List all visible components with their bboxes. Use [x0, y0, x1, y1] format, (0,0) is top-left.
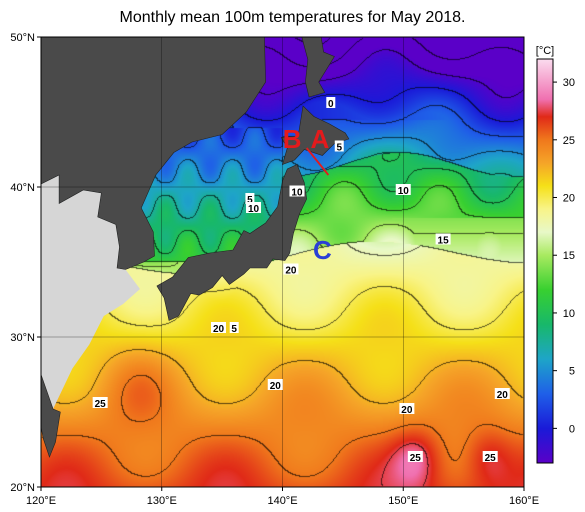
chart-title: Monthly mean 100m temperatures for May 2…: [119, 9, 466, 26]
land-mass: [301, 36, 335, 98]
contour-label-bg: [399, 403, 415, 414]
contour-label-bg: [326, 97, 336, 108]
contour-label: 25: [95, 399, 107, 410]
x-tick-label: 160°E: [509, 495, 539, 507]
colorbar-tick-label: 25: [563, 135, 575, 147]
contour-label-bg: [92, 397, 108, 408]
contour-label: 25: [485, 453, 497, 464]
land-mass: [280, 105, 350, 165]
contour-label-bg: [267, 379, 283, 390]
contour-label: 10: [398, 186, 410, 197]
contour-label: 10: [291, 188, 303, 199]
y-tick-label: 30°N: [10, 332, 35, 344]
contour-label: 5: [247, 195, 253, 206]
contour-label-bg: [407, 451, 423, 462]
y-tick-label: 40°N: [10, 182, 35, 194]
colorbar-unit: [°C]: [536, 45, 554, 57]
contour-label-bg: [283, 263, 299, 275]
y-tick-label: 20°N: [10, 482, 35, 494]
contour-label: 20: [270, 381, 282, 392]
colorbar-tick-label: 15: [563, 250, 575, 262]
contour-label-bg: [246, 202, 262, 213]
x-tick-label: 140°E: [267, 495, 297, 507]
contour-label: 20: [497, 390, 509, 401]
colorbar-tick-label: 30: [563, 77, 575, 89]
marker-c: C: [313, 235, 332, 265]
map-layer: [40, 36, 525, 488]
contour-label: 20: [401, 405, 413, 416]
contour-label-bg: [229, 322, 239, 333]
colorbar-tick-label: 20: [563, 193, 575, 205]
colorbar-tick-label: 0: [569, 423, 575, 435]
colorbar: [536, 58, 554, 464]
contour-label-bg: [245, 193, 255, 204]
y-tick-label: 50°N: [10, 32, 35, 44]
contour-label: 5: [231, 324, 237, 335]
contour-label-bg: [482, 451, 498, 462]
x-tick-label: 120°E: [26, 495, 56, 507]
contour-label: 25: [410, 453, 422, 464]
survey-line: [305, 147, 330, 176]
contour-label: 0: [328, 99, 334, 110]
contour-label-bg: [395, 184, 411, 195]
contour-label-bg: [494, 388, 510, 399]
contour-label-bg: [334, 140, 344, 152]
marker-b: B: [283, 124, 302, 154]
colorbar-tick-label: 10: [563, 308, 575, 320]
land-mass: [156, 164, 307, 321]
land-mass: [40, 36, 266, 270]
contour-label-bg: [289, 185, 305, 197]
contour-label: 15: [438, 236, 450, 247]
colorbar-tick-label: 5: [569, 366, 575, 378]
contour-label: 5: [336, 143, 342, 154]
x-tick-label: 150°E: [388, 495, 418, 507]
shelf-region: [41, 175, 141, 409]
contour-label: 20: [213, 324, 225, 335]
contour-label-bg: [435, 233, 451, 245]
contour-label: 20: [285, 266, 297, 277]
x-tick-label: 130°E: [147, 495, 177, 507]
contour-label-bg: [211, 322, 227, 333]
marker-a: A: [311, 124, 330, 154]
contour-label: 10: [248, 204, 260, 215]
